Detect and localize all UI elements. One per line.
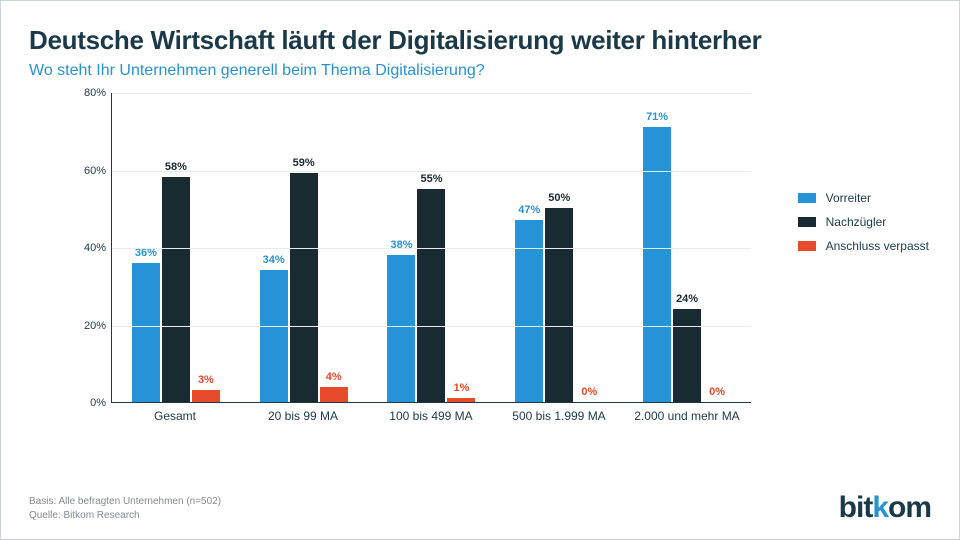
bitkom-logo: bitkom <box>839 491 931 525</box>
bar-value-label: 0% <box>709 386 725 398</box>
legend-swatch <box>798 193 816 203</box>
bar: 71% <box>643 127 671 402</box>
legend-item: Vorreiter <box>798 191 929 205</box>
page: Deutsche Wirtschaft läuft der Digitalisi… <box>0 0 960 540</box>
bar-value-label: 1% <box>454 382 470 394</box>
bar: 4% <box>320 387 348 403</box>
bar: 36% <box>132 263 160 403</box>
bar: 58% <box>162 177 190 402</box>
x-tick-label: 2.000 und mehr MA <box>623 409 751 423</box>
basis-note: Basis: Alle befragten Unternehmen (n=502… <box>29 495 221 509</box>
bar-value-label: 50% <box>548 192 570 204</box>
legend-label: Nachzügler <box>826 215 887 229</box>
x-tick-label: 100 bis 499 MA <box>367 409 495 423</box>
x-tick-label: 500 bis 1.999 MA <box>495 409 623 423</box>
legend-label: Vorreiter <box>826 191 871 205</box>
chart-subtitle: Wo steht Ihr Unternehmen generell beim T… <box>29 62 931 80</box>
bar-value-label: 4% <box>326 371 342 383</box>
bar-value-label: 34% <box>263 254 285 266</box>
bar: 34% <box>260 270 288 402</box>
bar-value-label: 24% <box>676 293 698 305</box>
x-tick-label: 20 bis 99 MA <box>239 409 367 423</box>
x-tick-label: Gesamt <box>111 409 239 423</box>
footer-notes: Basis: Alle befragten Unternehmen (n=502… <box>29 495 221 523</box>
logo-post: om <box>888 491 931 524</box>
bar: 24% <box>673 309 701 402</box>
y-tick-label: 20% <box>72 320 106 332</box>
y-tick-label: 80% <box>72 87 106 99</box>
y-tick-label: 0% <box>72 397 106 409</box>
y-tick-label: 40% <box>72 242 106 254</box>
bar-value-label: 0% <box>581 386 597 398</box>
chart: 36%58%3%34%59%4%38%55%1%47%50%0%71%24%0%… <box>71 93 751 443</box>
bar-value-label: 3% <box>198 374 214 386</box>
x-axis-labels: Gesamt20 bis 99 MA100 bis 499 MA500 bis … <box>111 409 751 423</box>
bar-value-label: 71% <box>646 111 668 123</box>
legend-swatch <box>798 217 816 227</box>
bar: 38% <box>387 255 415 402</box>
bar: 3% <box>192 390 220 402</box>
logo-accent: k <box>872 491 888 524</box>
gridline <box>112 171 751 172</box>
bar: 50% <box>545 208 573 402</box>
plot-area: 36%58%3%34%59%4%38%55%1%47%50%0%71%24%0%… <box>111 93 751 403</box>
legend-label: Anschluss verpasst <box>826 239 929 253</box>
y-tick-label: 60% <box>72 165 106 177</box>
bar: 1% <box>447 398 475 402</box>
legend-item: Anschluss verpasst <box>798 239 929 253</box>
bar: 59% <box>290 173 318 402</box>
logo-pre: bit <box>839 491 873 524</box>
legend-swatch <box>798 241 816 251</box>
bar-value-label: 59% <box>293 157 315 169</box>
bar-value-label: 47% <box>518 204 540 216</box>
bar-value-label: 55% <box>420 173 442 185</box>
gridline <box>112 326 751 327</box>
gridline <box>112 93 751 94</box>
source-note: Quelle: Bitkom Research <box>29 509 221 523</box>
bar: 55% <box>417 189 445 402</box>
chart-title: Deutsche Wirtschaft läuft der Digitalisi… <box>29 25 931 56</box>
gridline <box>112 248 751 249</box>
legend: Vorreiter Nachzügler Anschluss verpasst <box>798 191 929 263</box>
legend-item: Nachzügler <box>798 215 929 229</box>
